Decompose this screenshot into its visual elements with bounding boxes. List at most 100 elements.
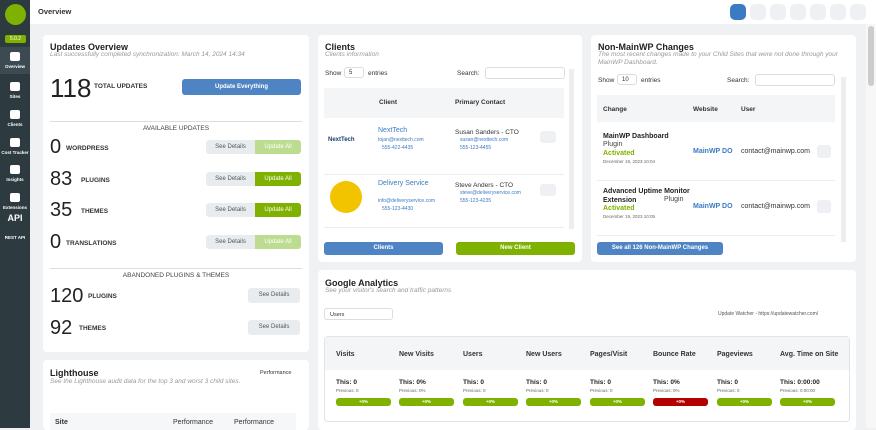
row-menu[interactable] <box>540 184 556 196</box>
top-icon[interactable] <box>730 4 746 20</box>
row-line <box>324 174 564 175</box>
metric-previous: Previous: 0 <box>463 388 486 393</box>
nav-label[interactable]: Insights <box>6 177 24 182</box>
client-name[interactable]: Delivery Service <box>378 180 429 187</box>
new-client-button[interactable]: New Client <box>456 242 575 255</box>
nav-label[interactable]: Overview <box>4 64 25 69</box>
contact-phone: 555-123-4235 <box>460 198 492 204</box>
client-phone: 555-123-4430 <box>382 206 414 212</box>
website[interactable]: MainWP DO <box>693 148 733 155</box>
col: Change <box>603 106 627 113</box>
entries: entries <box>641 77 661 84</box>
dropdown[interactable]: Performance <box>260 370 292 376</box>
metric-change: +0% <box>780 398 835 406</box>
see-details[interactable]: See Details <box>248 320 300 335</box>
metric-previous: Previous: 0 <box>526 388 549 393</box>
nav-label[interactable]: Clients <box>7 122 23 127</box>
title: Google Analytics <box>325 278 399 288</box>
scrollbar[interactable] <box>866 24 876 428</box>
top-icon[interactable] <box>830 4 846 20</box>
metric-previous: Previous: 0 <box>590 388 613 393</box>
page-title: Overview <box>38 7 72 16</box>
top-icon[interactable] <box>770 4 786 20</box>
dismiss[interactable] <box>817 145 831 158</box>
title: Clients <box>325 42 356 52</box>
client-name[interactable]: NextTech <box>378 127 408 134</box>
metric-this: This: 0 <box>717 379 738 386</box>
sidebar: 5.0.2 Overview Sites Clients Cost Tracker In… <box>0 0 30 428</box>
see-details[interactable]: See Details <box>206 235 255 249</box>
top-icon[interactable] <box>750 4 766 20</box>
title: Lighthouse <box>50 368 99 378</box>
top-icon[interactable] <box>790 4 806 20</box>
contact: Steve Anders - CTO <box>455 182 514 189</box>
subtitle: See your visitor's search and traffic pa… <box>325 287 452 294</box>
client-email: tojan@nexttech.com <box>378 137 424 143</box>
property-select[interactable]: Update Watcher - https://updatewatcher.c… <box>718 311 819 317</box>
metric-select[interactable]: Users <box>324 308 393 320</box>
metric-name: Avg. Time on Site <box>780 351 839 358</box>
nav-label[interactable]: REST API <box>4 235 26 240</box>
metric-this: This: 0% <box>653 379 680 386</box>
inner-scroll <box>841 77 846 242</box>
status: Activated <box>603 205 635 212</box>
contact-phone: 555-123-4455 <box>460 145 492 151</box>
contact-email: steve@deliveryservice.com <box>460 190 521 196</box>
col: Performance <box>234 419 275 426</box>
website[interactable]: MainWP DO <box>693 203 733 210</box>
lighthouse-panel: Lighthouse See the Lighthouse audit data … <box>43 360 309 430</box>
see-details[interactable]: See Details <box>206 172 255 186</box>
search-input[interactable] <box>755 74 835 86</box>
entries: entries <box>368 70 388 77</box>
row-line <box>597 180 835 181</box>
client-email: info@deliveryservice.com <box>378 198 436 204</box>
scroll-thumb[interactable] <box>868 26 874 86</box>
count: 0 <box>50 231 62 253</box>
search-input[interactable] <box>485 67 565 79</box>
change-name: MainWP Dashboard <box>603 133 669 140</box>
metric-previous: Previous: 0% <box>653 388 680 393</box>
date: December 19, 2023 10:05 <box>603 214 656 219</box>
nav-icon <box>10 110 20 119</box>
changes-panel: Non-MainWP Changes The most recent change… <box>591 35 856 262</box>
count: 92 <box>50 317 73 339</box>
metric-change: +0% <box>463 398 518 406</box>
see-all-button[interactable]: See all 126 Non-MainWP Changes <box>597 242 723 255</box>
label: THEMES <box>81 208 109 215</box>
metric-previous: Previous: 0 <box>336 388 359 393</box>
logo: NextTech <box>328 137 355 143</box>
divider-text: AVAILABLE UPDATES <box>136 125 216 132</box>
entries-select[interactable]: 5 <box>344 67 364 78</box>
logo[interactable] <box>5 4 26 25</box>
dismiss[interactable] <box>817 200 831 213</box>
date: December 19, 2023 10:04 <box>603 159 656 164</box>
table-header <box>50 413 296 430</box>
top-icon[interactable] <box>850 4 866 20</box>
clients-button[interactable]: Clients <box>324 242 443 255</box>
row-menu[interactable] <box>540 131 556 143</box>
update-everything[interactable]: Update Everything <box>182 79 301 95</box>
update-all[interactable]: Update All <box>255 203 301 217</box>
metric-name: Pageviews <box>717 351 753 358</box>
top-icon[interactable] <box>810 4 826 20</box>
nav-label[interactable]: Sites <box>9 94 21 99</box>
col: Website <box>693 106 718 113</box>
metric-name: Pages/Visit <box>590 351 628 358</box>
count: 35 <box>50 199 73 221</box>
metric-this: This: 0% <box>399 379 426 386</box>
update-all[interactable]: Update All <box>255 235 301 249</box>
update-all[interactable]: Update All <box>255 140 301 154</box>
entries-select[interactable]: 10 <box>617 74 637 85</box>
see-details[interactable]: See Details <box>206 140 255 154</box>
update-all[interactable]: Update All <box>255 172 301 186</box>
metrics-header <box>325 337 849 370</box>
col: Primary Contact <box>455 99 506 106</box>
metric-previous: Previous: 0:00:00 <box>780 388 816 393</box>
see-details[interactable]: See Details <box>248 288 300 303</box>
subtitle: See the Lighthouse audit data for the to… <box>50 378 241 385</box>
nav-label[interactable]: Cost Tracker <box>1 150 29 155</box>
nav-label[interactable]: Extensions <box>2 205 27 210</box>
divider-label: AVAILABLE UPDATES <box>43 117 309 135</box>
see-details[interactable]: See Details <box>206 203 255 217</box>
